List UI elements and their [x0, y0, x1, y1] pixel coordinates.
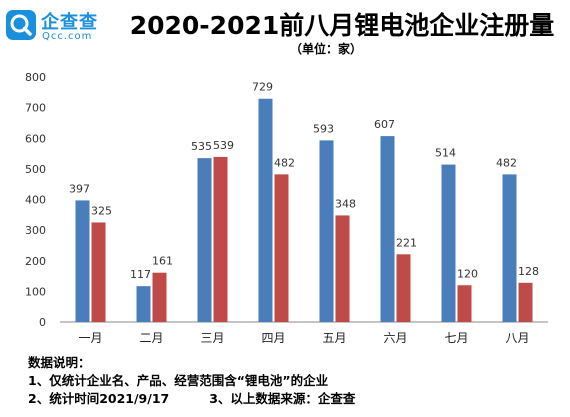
- data-label-series-1: 482: [496, 156, 517, 169]
- data-notes: 数据说明： 1、仅统计企业名、产品、经营范围含“锂电池”的企业 2、统计时间20…: [28, 354, 355, 408]
- bar-series-2: [335, 215, 350, 322]
- bar-series-1: [380, 136, 395, 322]
- data-label-series-1: 729: [252, 81, 273, 94]
- x-tick-label: 四月: [261, 331, 285, 345]
- bar-series-2: [91, 222, 106, 322]
- bar-series-2: [274, 174, 289, 322]
- bar-series-1: [319, 140, 334, 322]
- data-label-series-1: 607: [374, 118, 395, 131]
- bar-series-2: [457, 285, 472, 322]
- x-tick-label: 五月: [322, 331, 346, 345]
- notes-heading: 数据说明：: [28, 355, 91, 370]
- y-tick-label: 500: [25, 163, 46, 176]
- bar-series-1: [258, 98, 273, 323]
- y-tick-label: 600: [25, 132, 46, 145]
- bar-series-1: [197, 158, 212, 322]
- notes-line-3: 3、以上数据来源：企查查: [209, 391, 356, 406]
- data-label-series-2: 128: [518, 265, 539, 278]
- bar-series-2: [152, 272, 167, 322]
- x-tick-label: 六月: [383, 331, 407, 345]
- x-tick-label: 七月: [444, 331, 468, 345]
- bar-series-1: [136, 286, 151, 322]
- brand-logo: 企查查 Qcc.com: [6, 8, 118, 44]
- data-label-series-2: 348: [335, 197, 356, 210]
- y-tick-label: 100: [25, 285, 46, 298]
- y-tick-label: 400: [25, 194, 46, 207]
- x-tick-label: 二月: [139, 331, 163, 345]
- data-label-series-1: 397: [69, 182, 90, 195]
- qcc-logo-icon: [6, 10, 36, 40]
- bar-series-2: [213, 156, 228, 322]
- data-label-series-2: 221: [396, 236, 417, 249]
- x-tick-label: 八月: [505, 331, 529, 345]
- bar-series-1: [502, 174, 517, 322]
- brand-domain: Qcc.com: [42, 31, 93, 42]
- chart-subtitle: （单位：家）: [290, 42, 363, 56]
- data-label-series-1: 117: [130, 268, 151, 281]
- bar-series-1: [75, 200, 90, 322]
- y-tick-label: 800: [25, 71, 46, 84]
- bar-series-1: [441, 164, 456, 322]
- y-tick-label: 300: [25, 224, 46, 237]
- bar-series-2: [396, 254, 411, 322]
- bar-series-2: [518, 282, 533, 322]
- y-tick-label: 0: [39, 316, 46, 329]
- data-label-series-1: 535: [191, 140, 212, 153]
- notes-line-2: 2、统计时间2021/9/17: [28, 391, 170, 406]
- brand-name: 企查查: [41, 12, 98, 33]
- y-tick-label: 700: [25, 102, 46, 115]
- chart-title: 2020-2021前八月锂电池企业注册量: [129, 11, 555, 40]
- data-label-series-2: 120: [457, 267, 478, 280]
- data-label-series-2: 161: [152, 255, 173, 268]
- data-label-series-2: 539: [213, 139, 234, 152]
- notes-line-1: 1、仅统计企业名、产品、经营范围含“锂电池”的企业: [28, 373, 329, 388]
- data-label-series-2: 482: [274, 156, 295, 169]
- y-tick-label: 200: [25, 255, 46, 268]
- x-tick-label: 一月: [78, 331, 102, 345]
- data-label-series-2: 325: [91, 204, 112, 217]
- data-label-series-1: 514: [435, 147, 456, 160]
- data-label-series-1: 593: [313, 122, 334, 135]
- x-tick-label: 三月: [200, 331, 224, 345]
